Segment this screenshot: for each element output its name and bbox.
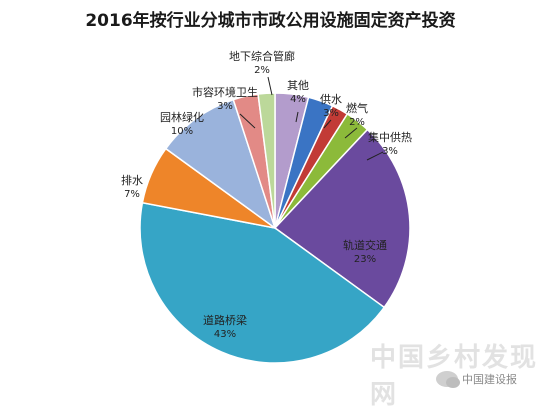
slice-percent: 23% bbox=[354, 254, 376, 265]
pie-slice bbox=[257, 92, 276, 229]
pie-chart: 其他4% 供水3% 燃气2%集中供热3%轨道交通23%道路桥梁43%排水7%园林绿化… bbox=[121, 49, 412, 364]
slice-label: 地下综合管廊 bbox=[229, 49, 295, 63]
pie-slice bbox=[273, 128, 411, 309]
slice-label: 排水 bbox=[121, 173, 143, 187]
slice-label: 其他 bbox=[287, 79, 309, 92]
leader-line bbox=[323, 119, 332, 129]
slice-percent: 10% bbox=[171, 126, 193, 137]
watermark: 中国乡村发现网 bbox=[370, 343, 539, 410]
slice-percent: 3% bbox=[382, 146, 398, 157]
slice-percent: 43% bbox=[214, 329, 236, 340]
chart-title: 2016年按行业分城市市政公用设施固定资产投资 bbox=[85, 11, 456, 31]
pie-slice bbox=[139, 201, 386, 364]
leader-line bbox=[267, 76, 273, 96]
slice-label: 供水 bbox=[320, 92, 342, 106]
slice-percent: 2% bbox=[254, 65, 270, 76]
slice-percent: 3% bbox=[217, 101, 233, 112]
slice-label: 园林绿化 bbox=[160, 110, 204, 124]
slice-percent: 2% bbox=[349, 117, 365, 128]
slice-percent: 4% bbox=[290, 94, 306, 105]
leader-line bbox=[344, 127, 358, 139]
wechat-icon bbox=[436, 371, 460, 388]
slice-percent: 7% bbox=[124, 189, 140, 200]
source-mark: 中国建设报 bbox=[436, 371, 517, 388]
slice-label: 燃气 bbox=[346, 101, 368, 115]
slice-label: 轨道交通 bbox=[343, 238, 387, 252]
pie-slice bbox=[164, 98, 277, 230]
slice-percent: 3% bbox=[323, 108, 339, 119]
leader-line bbox=[295, 111, 299, 123]
leader-line bbox=[239, 113, 256, 129]
slice-label: 市容环境卫生 bbox=[192, 85, 258, 99]
slice-label: 集中供热 bbox=[368, 130, 412, 144]
slice-label: 道路桥梁 bbox=[203, 313, 247, 327]
leader-line bbox=[366, 151, 384, 161]
source-text: 中国建设报 bbox=[462, 373, 517, 386]
